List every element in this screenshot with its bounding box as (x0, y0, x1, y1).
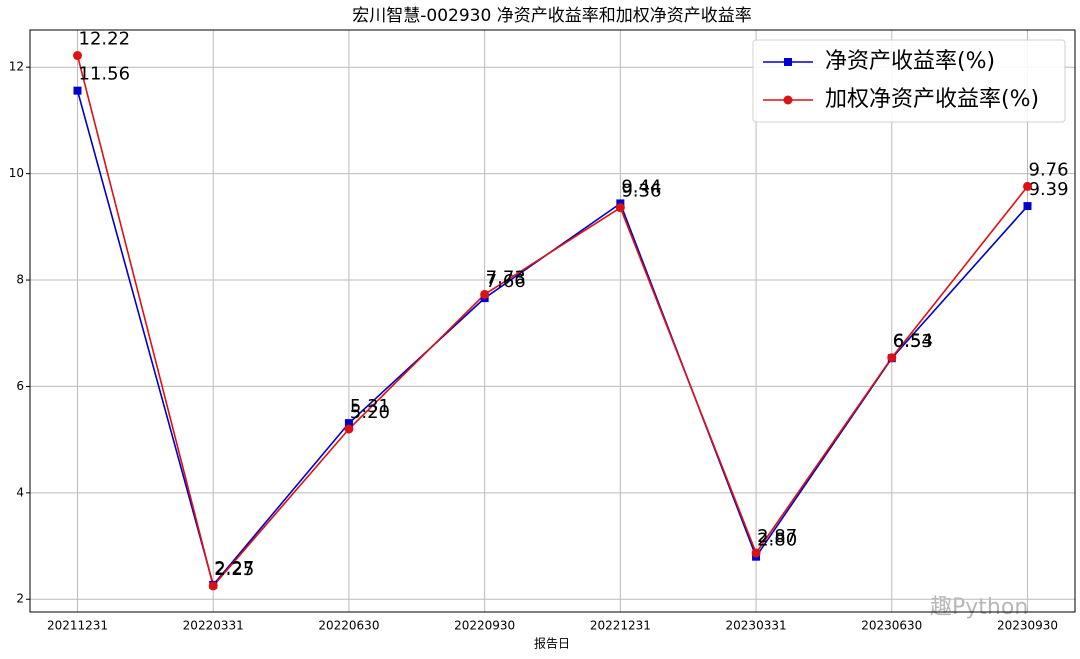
value-label: 9.39 (1029, 179, 1069, 200)
y-tick-label: 6 (16, 379, 24, 393)
value-label: 11.56 (79, 64, 131, 85)
marker (344, 419, 353, 428)
value-label: 2.25 (214, 559, 254, 580)
marker (73, 86, 82, 95)
value-label: 2.87 (757, 526, 797, 547)
x-tick-label: 20220630 (318, 619, 379, 633)
y-tick-label: 8 (16, 273, 24, 287)
value-label: 5.31 (350, 396, 390, 417)
marker (1023, 181, 1032, 191)
x-tick-label: 20221231 (590, 619, 651, 633)
marker (1023, 202, 1032, 211)
marker (208, 581, 218, 591)
series-line (76, 90, 1029, 587)
legend-label: 净资产收益率(%) (825, 49, 995, 74)
x-tick-label: 20230630 (861, 619, 922, 633)
value-label: 9.36 (621, 181, 661, 202)
marker (480, 289, 490, 299)
legend-marker (784, 58, 792, 66)
y-tick-label: 4 (16, 485, 24, 499)
chart-title: 宏川智慧-002930 净资产收益率和加权净资产收益率 (352, 6, 751, 26)
x-axis-label: 报告日 (534, 636, 570, 651)
plot-frame (29, 29, 1076, 613)
x-tick-label: 20230930 (997, 619, 1058, 633)
marker (73, 51, 82, 61)
value-label: 9.44 (621, 176, 661, 197)
marker (344, 424, 354, 434)
x-tick-label: 20211231 (47, 619, 108, 633)
value-label: 2.27 (214, 558, 254, 579)
value-label: 2.80 (757, 530, 797, 551)
value-label: 7.73 (486, 267, 526, 288)
grid (30, 30, 1075, 612)
value-label: 12.22 (79, 29, 131, 50)
value-label: 9.76 (1029, 159, 1069, 180)
x-tick-label: 20220331 (183, 619, 244, 633)
y-tick-label: 12 (9, 60, 24, 74)
legend-marker (783, 95, 793, 105)
legend-label: 加权净资产收益率(%) (825, 87, 1039, 112)
value-label: 6.53 (893, 331, 933, 352)
value-label: 7.66 (486, 271, 526, 292)
x-tick-label: 20230331 (726, 619, 787, 633)
value-label: 5.20 (350, 402, 390, 423)
x-tick-label: 20220930 (454, 619, 515, 633)
y-tick-label: 2 (16, 592, 24, 606)
marker (887, 353, 897, 363)
y-tick-label: 10 (9, 166, 24, 180)
legend-box (752, 39, 1066, 123)
series-line (76, 55, 1029, 588)
value-label: 6.54 (893, 331, 933, 352)
marker (615, 203, 625, 213)
marker (751, 548, 761, 558)
